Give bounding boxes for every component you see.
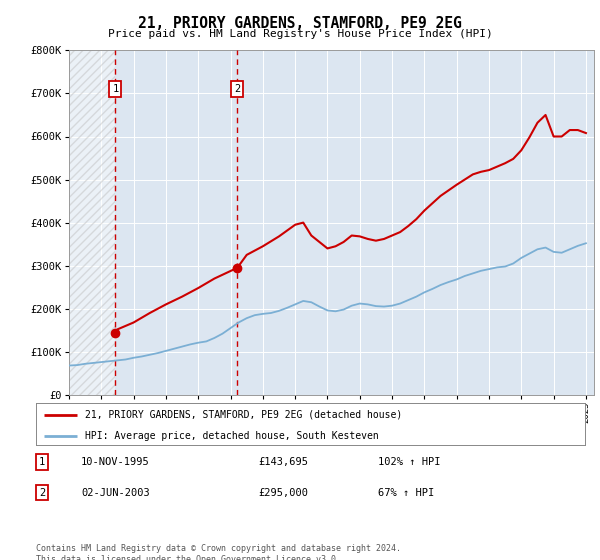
Text: 102% ↑ HPI: 102% ↑ HPI — [378, 457, 440, 467]
Text: 02-JUN-2003: 02-JUN-2003 — [81, 488, 150, 498]
Text: £295,000: £295,000 — [258, 488, 308, 498]
Bar — [69, 50, 115, 395]
Text: 21, PRIORY GARDENS, STAMFORD, PE9 2EG: 21, PRIORY GARDENS, STAMFORD, PE9 2EG — [138, 16, 462, 31]
Text: HPI: Average price, detached house, South Kesteven: HPI: Average price, detached house, Sout… — [85, 431, 379, 441]
Text: 67% ↑ HPI: 67% ↑ HPI — [378, 488, 434, 498]
Text: Price paid vs. HM Land Registry's House Price Index (HPI): Price paid vs. HM Land Registry's House … — [107, 29, 493, 39]
Text: 1: 1 — [39, 457, 45, 467]
Text: Contains HM Land Registry data © Crown copyright and database right 2024.
This d: Contains HM Land Registry data © Crown c… — [36, 544, 401, 560]
Text: 2: 2 — [234, 84, 241, 94]
Text: 21, PRIORY GARDENS, STAMFORD, PE9 2EG (detached house): 21, PRIORY GARDENS, STAMFORD, PE9 2EG (d… — [85, 410, 403, 420]
Text: 10-NOV-1995: 10-NOV-1995 — [81, 457, 150, 467]
Text: 2: 2 — [39, 488, 45, 498]
Text: 1: 1 — [112, 84, 118, 94]
Text: £143,695: £143,695 — [258, 457, 308, 467]
